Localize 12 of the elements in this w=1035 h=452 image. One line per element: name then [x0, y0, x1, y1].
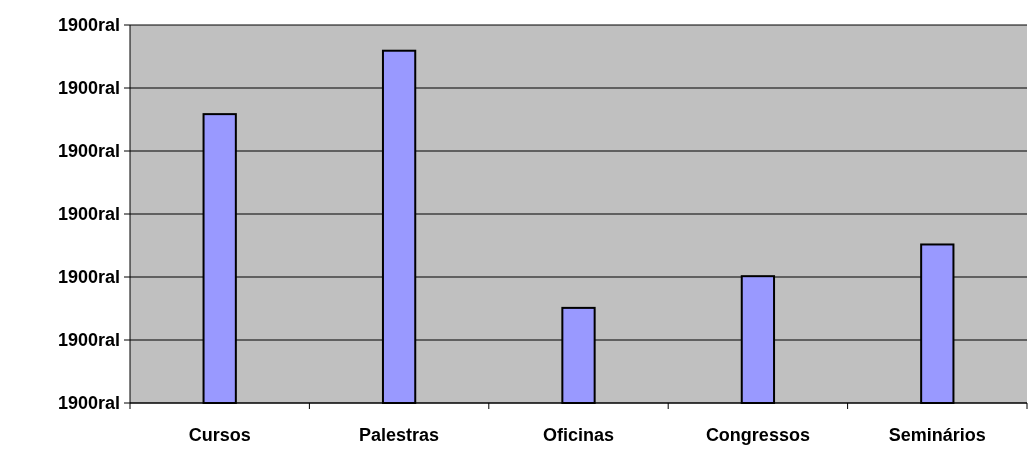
x-tick-label: Cursos [188, 425, 251, 445]
x-tick-label: Congressos [705, 425, 810, 445]
text: 1900ral [57, 15, 120, 36]
text: 1900ral [57, 141, 120, 162]
x-tick-label: Oficinas [542, 425, 615, 445]
x-tick-label: Seminários [888, 425, 986, 445]
text: 1900ral [57, 78, 120, 99]
text: 1900ral [57, 204, 120, 225]
text: 1900ral [57, 267, 120, 288]
text: 1900ral [57, 393, 120, 414]
x-tick-label: Palestras [359, 425, 440, 445]
text: 1900ral [57, 330, 120, 351]
